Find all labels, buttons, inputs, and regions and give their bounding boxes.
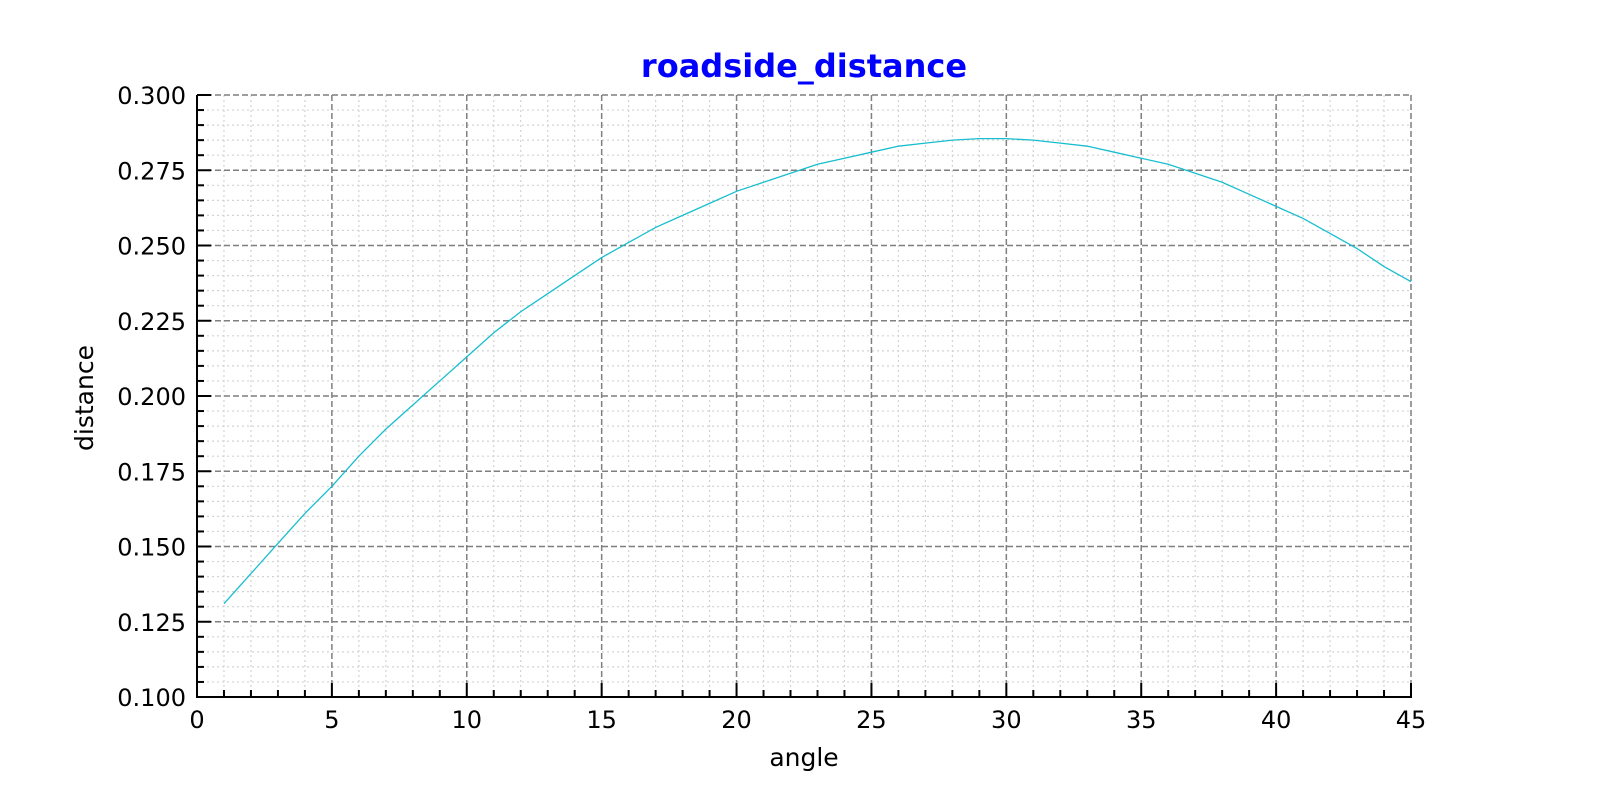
y-tick-label: 0.150 xyxy=(117,534,186,562)
x-tick-label: 35 xyxy=(1126,706,1157,734)
x-tick-label: 25 xyxy=(856,706,887,734)
y-tick-label: 0.100 xyxy=(117,684,186,712)
x-tick-label: 15 xyxy=(586,706,617,734)
y-tick-label: 0.200 xyxy=(117,383,186,411)
y-tick-label: 0.275 xyxy=(117,157,186,185)
x-tick-label: 5 xyxy=(324,706,339,734)
y-tick-label: 0.300 xyxy=(117,82,186,110)
chart-title: roadside_distance xyxy=(641,47,967,85)
y-tick-label: 0.175 xyxy=(117,458,186,486)
x-tick-label: 20 xyxy=(721,706,752,734)
series-layer xyxy=(223,137,1412,605)
x-tick-label: 45 xyxy=(1396,706,1427,734)
minor-grid xyxy=(197,95,1411,697)
ticks: 0 5 10 15 20 25 30 35 40 45 0.100 0.125 0.150 0.175 0.… xyxy=(117,82,1426,734)
x-tick-label: 40 xyxy=(1261,706,1292,734)
x-tick-label: 30 xyxy=(991,706,1022,734)
y-tick-label: 0.225 xyxy=(117,308,186,336)
x-axis-label: angle xyxy=(769,743,838,772)
x-tick-label: 10 xyxy=(452,706,483,734)
x-tick-label: 0 xyxy=(189,706,204,734)
y-tick-label: 0.125 xyxy=(117,609,186,637)
y-axis-label: distance xyxy=(70,345,99,451)
y-tick-label: 0.250 xyxy=(117,233,186,261)
series-line-0 xyxy=(223,137,1412,605)
